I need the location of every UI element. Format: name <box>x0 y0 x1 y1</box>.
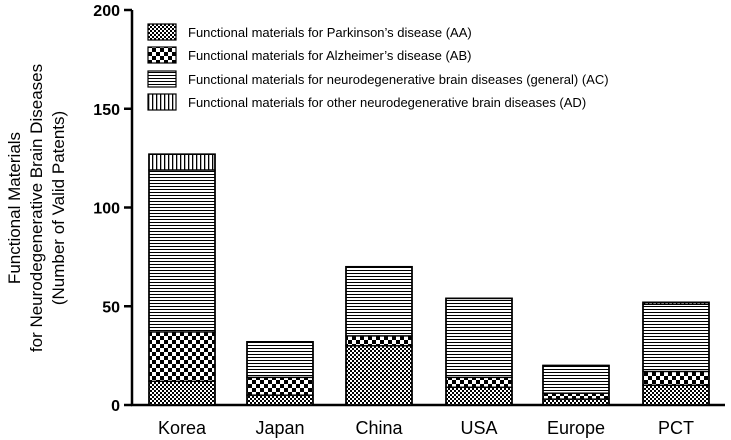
bar-segment <box>642 303 710 373</box>
bar-segment <box>542 364 610 394</box>
y-axis-label-line: Functional Materials <box>5 132 24 284</box>
axes: 0 50 100 150 200 <box>93 3 725 415</box>
legend-label: Functional materials for neurodegenerati… <box>188 72 609 87</box>
bar-segment <box>148 153 216 171</box>
legend: Functional materials for Parkinson’s dis… <box>147 23 609 111</box>
bar-segment <box>542 398 610 406</box>
bar-segment <box>148 169 216 333</box>
y-axis-label-line: for Neurodegenerative Brain Diseases <box>27 64 46 352</box>
bar-outline <box>345 265 413 406</box>
bar-segment <box>445 386 513 406</box>
bars: Korea Japan China USA Europe PCT <box>148 153 710 438</box>
x-tick-label: Japan <box>255 418 304 438</box>
y-axis-label: Functional Materials for Neurodegenerativ… <box>5 64 68 352</box>
x-tick-label: China <box>355 418 403 438</box>
y-axis-label-line: (Number of Valid Patents) <box>49 111 68 305</box>
bar-outline <box>642 301 710 406</box>
y-tick-label: 0 <box>111 398 120 415</box>
bar-segment <box>345 266 413 337</box>
bar-segment <box>148 380 216 406</box>
bar-outline <box>246 340 314 406</box>
bar-segment <box>642 370 710 386</box>
bar-segment <box>345 345 413 406</box>
y-tick-label: 150 <box>93 102 120 119</box>
bar-segment <box>148 331 216 382</box>
bar-outline <box>148 153 216 406</box>
y-tick-label: 200 <box>93 3 120 20</box>
legend-label: Functional materials for other neurodege… <box>188 95 586 110</box>
legend-swatch <box>147 23 177 41</box>
bar-segment <box>542 392 610 400</box>
legend-label: Functional materials for Parkinson’s dis… <box>188 25 472 40</box>
x-tick-label: USA <box>460 418 497 438</box>
bar-segment <box>445 376 513 388</box>
legend-swatch <box>147 46 177 64</box>
bar-segment <box>246 341 314 379</box>
legend-label: Functional materials for Alzheimer’s dis… <box>188 48 471 63</box>
legend-swatch <box>147 70 177 88</box>
x-tick-label: PCT <box>658 418 694 438</box>
bar-segment <box>345 335 413 347</box>
bar-segment <box>445 297 513 379</box>
bar-outline <box>542 364 610 406</box>
y-tick-label: 100 <box>93 201 120 218</box>
legend-swatch <box>147 93 177 111</box>
x-tick-label: Korea <box>158 418 207 438</box>
bar-segment <box>246 394 314 406</box>
x-tick-label: Europe <box>547 418 605 438</box>
y-tick-label: 50 <box>102 299 120 316</box>
bar-outline <box>445 297 513 406</box>
bar-segment <box>246 376 314 396</box>
bar-segment <box>642 384 710 406</box>
